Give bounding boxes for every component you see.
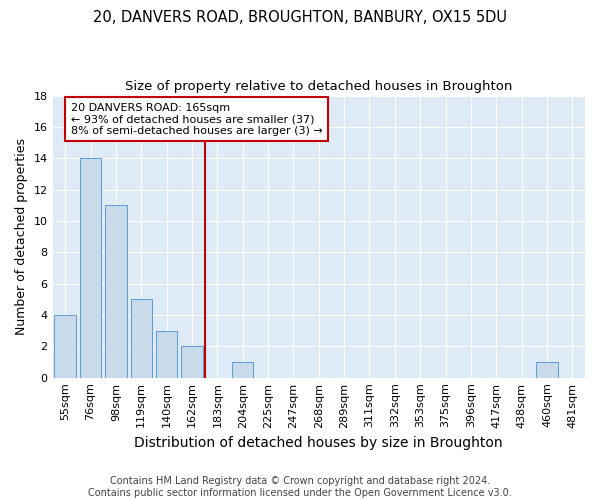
Bar bbox=[232, 362, 253, 378]
Y-axis label: Number of detached properties: Number of detached properties bbox=[15, 138, 28, 335]
Bar bbox=[55, 315, 76, 378]
Bar bbox=[156, 330, 178, 378]
Title: Size of property relative to detached houses in Broughton: Size of property relative to detached ho… bbox=[125, 80, 512, 93]
Bar bbox=[181, 346, 203, 378]
Bar bbox=[536, 362, 558, 378]
X-axis label: Distribution of detached houses by size in Broughton: Distribution of detached houses by size … bbox=[134, 436, 503, 450]
Text: 20 DANVERS ROAD: 165sqm
← 93% of detached houses are smaller (37)
8% of semi-det: 20 DANVERS ROAD: 165sqm ← 93% of detache… bbox=[71, 102, 323, 136]
Text: Contains HM Land Registry data © Crown copyright and database right 2024.
Contai: Contains HM Land Registry data © Crown c… bbox=[88, 476, 512, 498]
Text: 20, DANVERS ROAD, BROUGHTON, BANBURY, OX15 5DU: 20, DANVERS ROAD, BROUGHTON, BANBURY, OX… bbox=[93, 10, 507, 25]
Bar bbox=[80, 158, 101, 378]
Bar bbox=[105, 206, 127, 378]
Bar bbox=[131, 300, 152, 378]
